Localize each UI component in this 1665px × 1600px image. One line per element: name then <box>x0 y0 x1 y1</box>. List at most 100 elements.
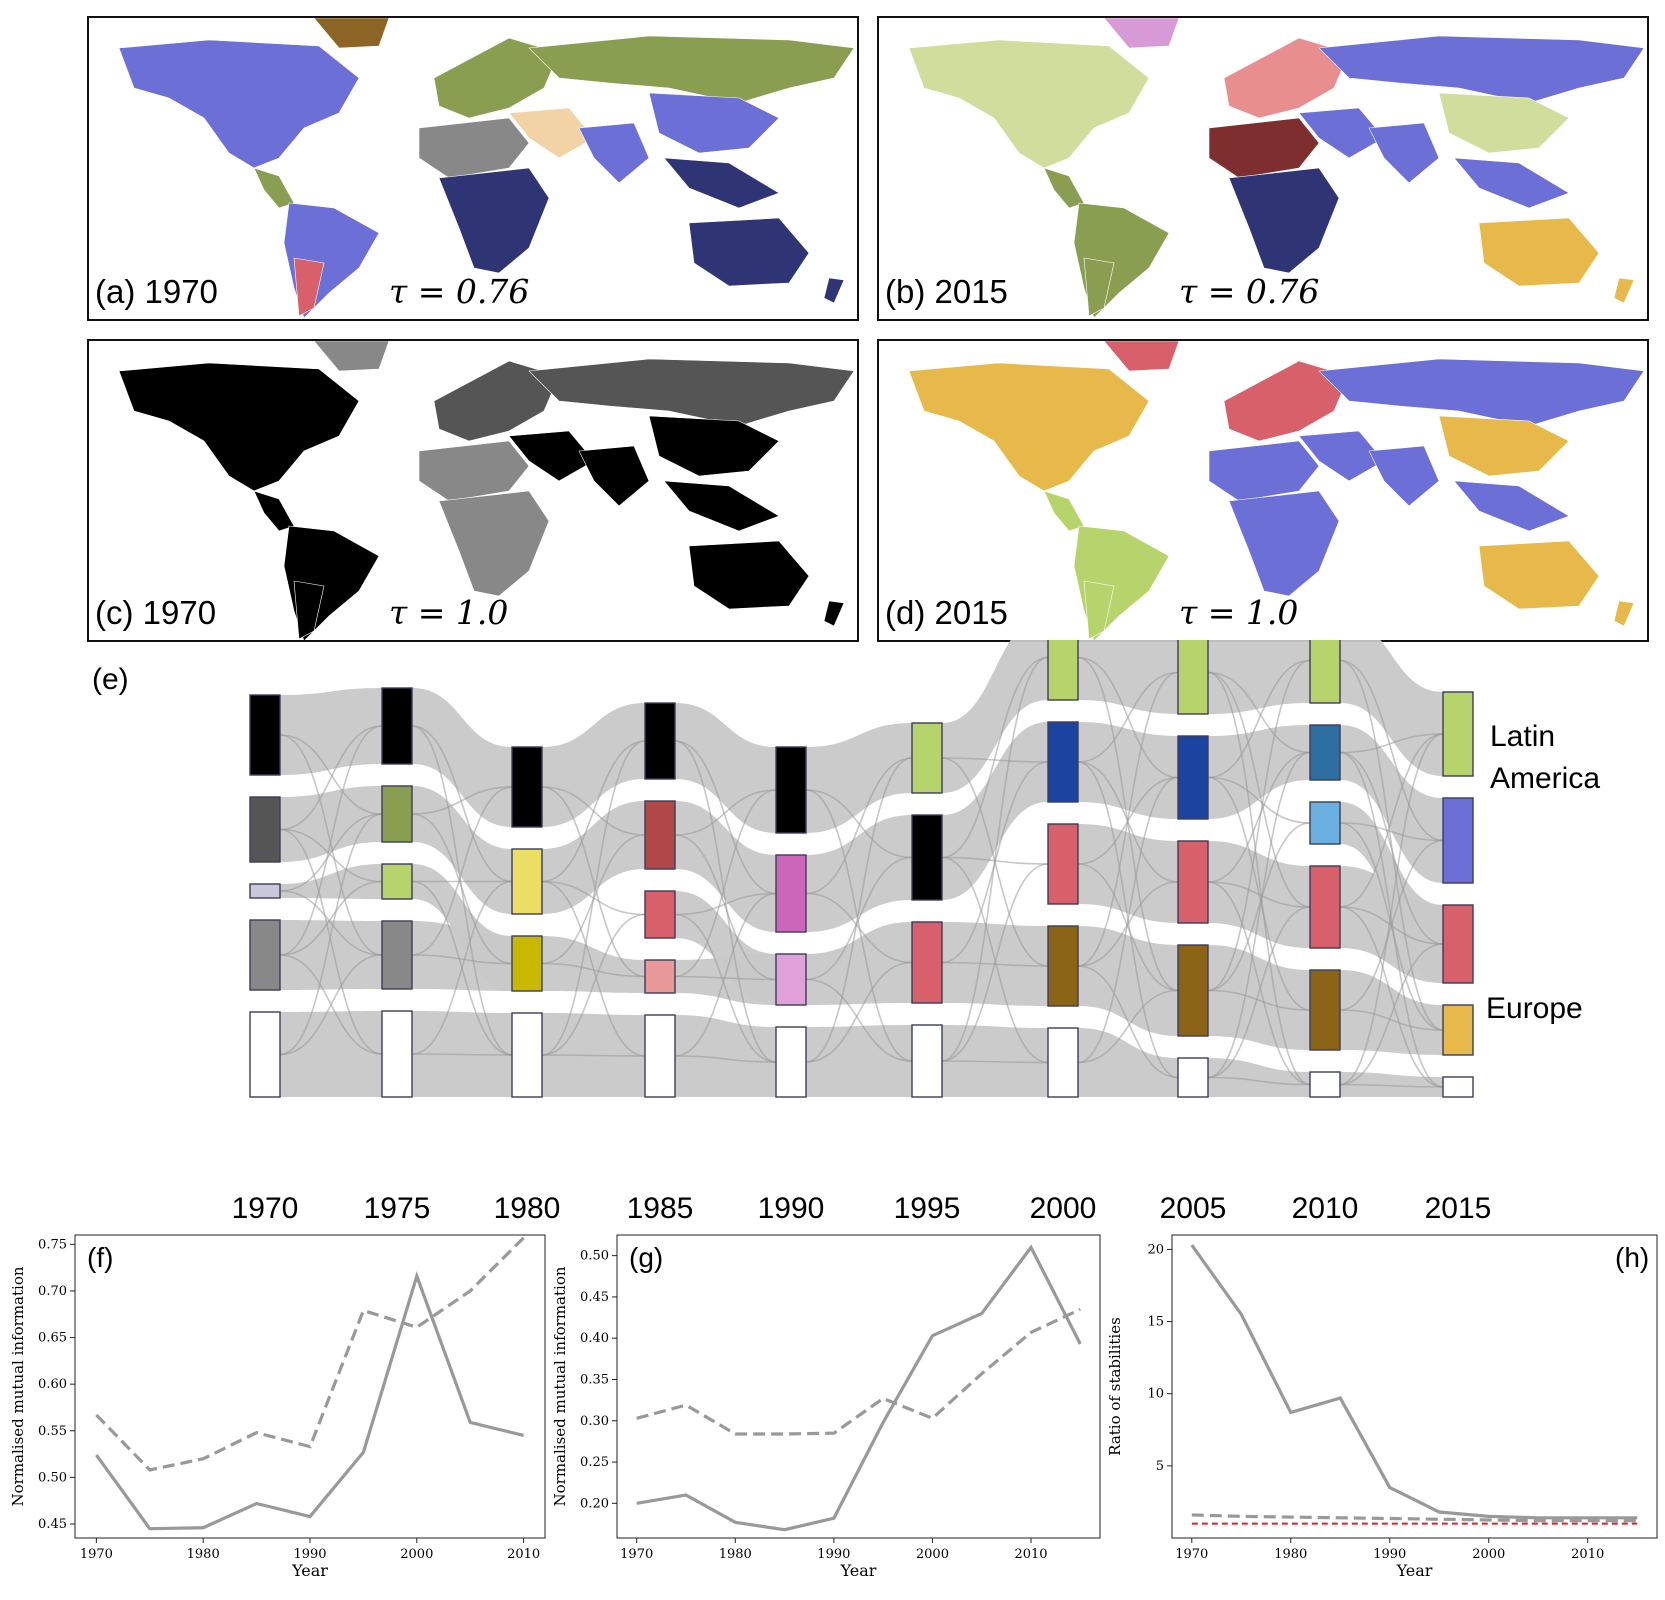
sankey-node <box>381 785 413 843</box>
sankey-year-label: 1990 <box>757 1192 825 1225</box>
sankey-link <box>1207 659 1311 779</box>
region-australia <box>1478 217 1600 287</box>
sankey-node <box>381 687 413 765</box>
sankey-flow <box>280 1011 382 1097</box>
sankey-link <box>1207 751 1311 883</box>
sankey-node <box>1047 640 1079 701</box>
y-axis-label: Ratio of stabilities <box>1106 1317 1124 1456</box>
sankey-flow <box>1208 725 1310 819</box>
y-tick-label: 0.45 <box>38 1517 67 1532</box>
x-tick-label: 2000 <box>400 1547 433 1562</box>
region-southeast-asia <box>663 157 780 209</box>
sankey-link <box>1339 1083 1444 1088</box>
sankey-flow <box>280 786 382 862</box>
sankey-year-label: 1975 <box>363 1192 431 1225</box>
sankey-link <box>1339 839 1444 1011</box>
sankey-year-label: 1970 <box>231 1192 299 1225</box>
sankey-node <box>1442 904 1474 984</box>
sankey-flow <box>1208 1058 1310 1097</box>
sankey-link <box>1339 733 1444 1086</box>
x-axis-label: Year <box>291 1561 328 1580</box>
series-line-dashed <box>1191 1513 1638 1523</box>
world-map-d <box>908 341 1645 640</box>
sankey-node <box>1442 797 1474 884</box>
sankey-link <box>941 656 1049 1062</box>
region-russia-asia <box>1318 358 1645 427</box>
plot-g: 1970 1980 1990 2000 2010 0.20 0.25 0.30 0.35 0.40… <box>550 1220 1105 1595</box>
map-label-b: (b) 2015 <box>885 273 1008 310</box>
sankey-link <box>674 789 777 836</box>
sankey-node <box>381 1010 413 1098</box>
sankey-link <box>1207 822 1311 992</box>
sankey-node <box>249 796 281 863</box>
region-greenland <box>313 341 390 372</box>
sankey-flow <box>1208 945 1310 1050</box>
sankey-node <box>1309 724 1341 781</box>
plot-panel-label: (f) <box>87 1242 113 1273</box>
sankey-link <box>1207 751 1311 1079</box>
y-tick-label: 5 <box>1156 1459 1164 1474</box>
plot-panel-label: (g) <box>629 1242 663 1273</box>
sankey-node <box>1309 801 1341 845</box>
sankey-flow <box>1078 1028 1178 1097</box>
x-axis-label: Year <box>1396 1561 1433 1580</box>
sankey-node <box>249 694 281 776</box>
region-middle-east <box>1298 430 1385 482</box>
sankey-link <box>1077 671 1179 967</box>
region-europe <box>433 37 560 119</box>
sankey-link <box>1339 906 1444 1088</box>
y-tick-label: 0.75 <box>38 1237 67 1252</box>
x-tick-label: 1980 <box>1274 1547 1307 1562</box>
sankey-link <box>279 813 383 892</box>
x-tick-label: 1970 <box>620 1547 653 1562</box>
x-tick-label: 1970 <box>1175 1547 1208 1562</box>
sankey-link <box>674 913 777 1063</box>
region-australia <box>688 540 810 610</box>
sankey-link <box>805 757 913 1063</box>
x-tick-label: 1990 <box>293 1547 326 1562</box>
region-south-asia <box>578 122 650 184</box>
map-tau-d: τ = 1.0 <box>1179 593 1299 632</box>
sankey-node <box>911 1024 943 1098</box>
sankey-node <box>1309 640 1341 704</box>
x-tick-label: 1990 <box>817 1547 850 1562</box>
world-map-b <box>908 18 1645 319</box>
x-tick-label: 2000 <box>1472 1547 1505 1562</box>
world-map-a <box>118 18 855 319</box>
sankey-node <box>644 702 676 780</box>
region-greenland <box>1103 341 1180 372</box>
sankey-link <box>674 1055 777 1063</box>
sankey-link <box>541 786 646 978</box>
series-line-solid <box>1190 1244 1638 1520</box>
region-south-cone <box>293 257 325 317</box>
region-russia-asia <box>528 358 855 427</box>
sankey-node <box>511 848 543 915</box>
region-south-asia <box>1368 122 1440 184</box>
region-east-asia <box>648 92 780 154</box>
sankey-link <box>1339 822 1444 842</box>
sankey-node <box>644 800 676 870</box>
sankey-flow <box>806 922 912 1005</box>
map-tau-b: τ = 0.76 <box>1179 272 1320 311</box>
region-east-asia <box>1438 92 1570 154</box>
sankey-node <box>511 1012 543 1098</box>
sankey-link <box>1207 776 1311 824</box>
sankey-node <box>1177 735 1209 820</box>
series-line-solid <box>636 1244 1082 1532</box>
sankey-flow <box>542 703 645 827</box>
sankey-node <box>1047 823 1079 905</box>
sankey-flow <box>1078 824 1178 923</box>
annotation-latin: Latin <box>1490 720 1556 753</box>
sankey-year-label: 1995 <box>893 1192 961 1225</box>
sankey-link <box>805 856 913 981</box>
x-tick-label: 1990 <box>1373 1547 1406 1562</box>
region-sub-saharan-africa <box>438 490 550 597</box>
sankey-link <box>674 892 777 916</box>
sankey-link <box>941 863 1049 1062</box>
region-south-cone <box>1083 257 1115 317</box>
region-north-america <box>908 362 1150 492</box>
plot-frame <box>616 1234 1101 1539</box>
sankey-diagram <box>249 640 1474 1098</box>
sankey-flow <box>675 801 776 932</box>
sankey-node <box>1177 944 1209 1037</box>
